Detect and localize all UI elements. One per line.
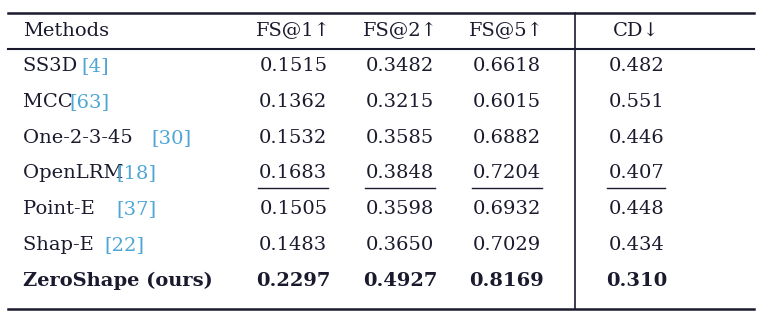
Text: OpenLRM: OpenLRM (23, 165, 130, 183)
Text: 0.3585: 0.3585 (366, 129, 434, 147)
Text: 0.1515: 0.1515 (259, 57, 328, 75)
Text: SS3D: SS3D (23, 57, 83, 75)
Text: 0.3482: 0.3482 (366, 57, 434, 75)
Text: Shap-E: Shap-E (23, 236, 100, 254)
Text: 0.2297: 0.2297 (256, 271, 331, 289)
Text: 0.6015: 0.6015 (472, 93, 541, 111)
Text: MCC: MCC (23, 93, 78, 111)
Text: FS@5↑: FS@5↑ (469, 22, 544, 40)
Text: 0.1483: 0.1483 (259, 236, 328, 254)
Text: [37]: [37] (116, 200, 156, 218)
Text: 0.6932: 0.6932 (472, 200, 541, 218)
Text: Point-E: Point-E (23, 200, 101, 218)
Text: 0.6618: 0.6618 (472, 57, 541, 75)
Text: 0.446: 0.446 (608, 129, 664, 147)
Text: 0.1362: 0.1362 (259, 93, 328, 111)
Text: 0.1683: 0.1683 (259, 165, 328, 183)
Text: 0.4927: 0.4927 (363, 271, 437, 289)
Text: 0.7029: 0.7029 (472, 236, 541, 254)
Text: 0.3650: 0.3650 (366, 236, 434, 254)
Text: One-2-3-45: One-2-3-45 (23, 129, 139, 147)
Text: 0.3215: 0.3215 (366, 93, 434, 111)
Text: ZeroShape (ours): ZeroShape (ours) (23, 271, 213, 290)
Text: [4]: [4] (82, 57, 109, 75)
Text: [63]: [63] (69, 93, 110, 111)
Text: 0.7204: 0.7204 (472, 165, 541, 183)
Text: 0.3848: 0.3848 (366, 165, 434, 183)
Text: [30]: [30] (151, 129, 191, 147)
Text: 0.434: 0.434 (608, 236, 664, 254)
Text: [18]: [18] (116, 165, 156, 183)
Text: 0.551: 0.551 (608, 93, 664, 111)
Text: 0.3598: 0.3598 (366, 200, 434, 218)
Text: 0.1532: 0.1532 (259, 129, 328, 147)
Text: 0.6882: 0.6882 (472, 129, 541, 147)
Text: 0.482: 0.482 (608, 57, 664, 75)
Text: 0.310: 0.310 (606, 271, 667, 289)
Text: FS@2↑: FS@2↑ (363, 22, 437, 40)
Text: 0.8169: 0.8169 (469, 271, 544, 289)
Text: Methods: Methods (23, 22, 109, 40)
Text: FS@1↑: FS@1↑ (256, 22, 331, 40)
Text: 0.407: 0.407 (608, 165, 664, 183)
Text: 0.1505: 0.1505 (259, 200, 328, 218)
Text: CD↓: CD↓ (613, 22, 660, 40)
Text: [22]: [22] (104, 236, 145, 254)
Text: 0.448: 0.448 (608, 200, 664, 218)
